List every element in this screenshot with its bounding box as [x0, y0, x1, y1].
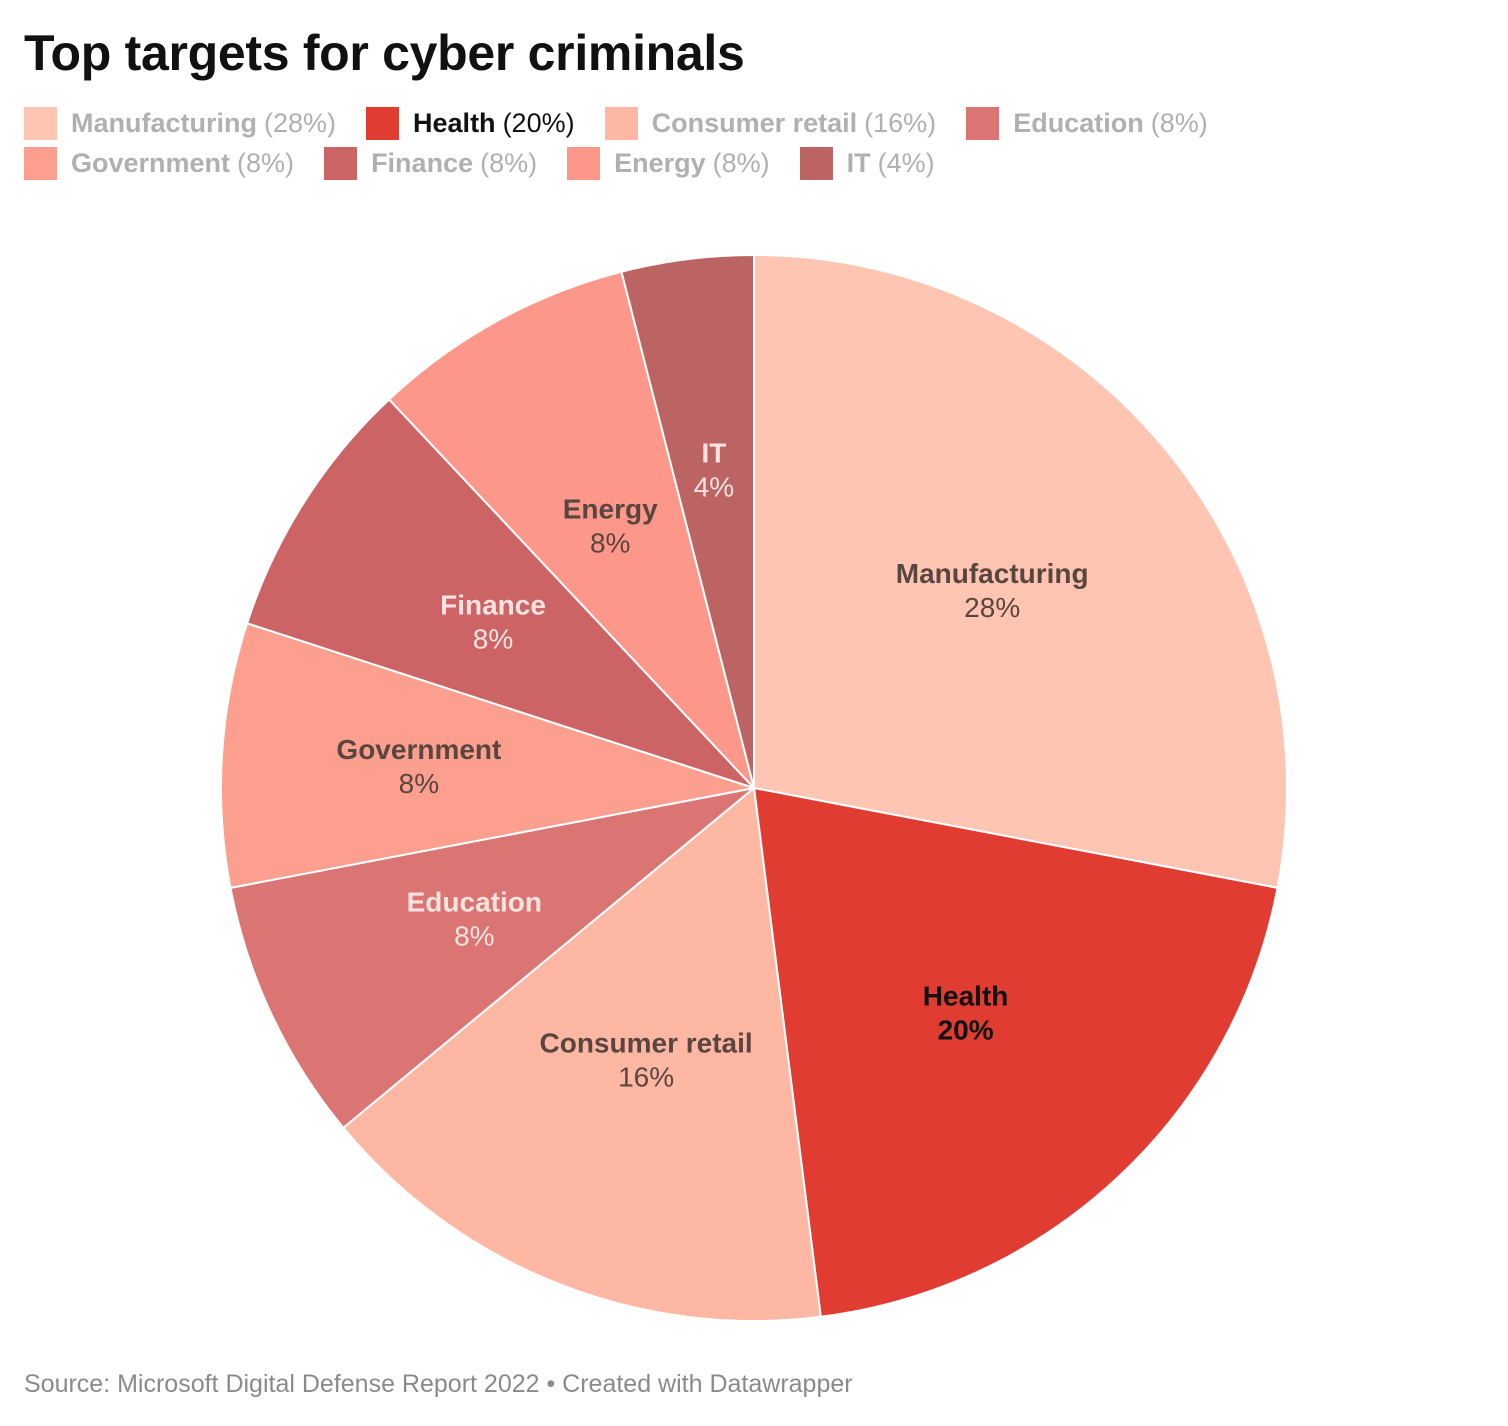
legend-label: Energy: [614, 147, 706, 178]
pie-slice-manufacturing[interactable]: [753, 253, 1288, 890]
legend-value: (8%): [712, 147, 770, 178]
legend-label: IT: [846, 147, 871, 178]
pie-slice-it[interactable]: [620, 253, 755, 789]
legend-value: (28%): [264, 107, 337, 138]
legend-swatch: [567, 146, 601, 180]
legend-label: Health: [413, 107, 496, 138]
slice-label-government: Government: [336, 734, 501, 765]
slice-value-government: 8%: [399, 768, 439, 799]
slice-label-consumer-retail: Consumer retail: [540, 1028, 753, 1059]
slice-label-finance: Finance: [440, 589, 546, 620]
pie-slice-government[interactable]: [220, 622, 755, 890]
legend-value: (16%): [864, 107, 937, 138]
slice-value-finance: 8%: [473, 623, 513, 654]
legend-swatch: [799, 146, 833, 180]
legend-swatch: [324, 146, 358, 180]
legend-swatch: [24, 106, 57, 140]
pie-slice-consumer-retail[interactable]: [341, 786, 822, 1322]
slice-value-manufacturing: 28%: [964, 592, 1020, 623]
slice-value-it: 4%: [694, 472, 734, 503]
pie-slice-education[interactable]: [229, 787, 755, 1130]
slice-value-consumer-retail: 16%: [618, 1062, 674, 1093]
legend-label: Education: [1013, 107, 1144, 138]
legend-value: (20%): [502, 107, 575, 138]
legend-label: Manufacturing: [71, 107, 257, 138]
legend-swatch: [966, 106, 1000, 140]
slice-value-education: 8%: [454, 921, 494, 952]
chart-title: Top targets for cyber criminals: [24, 25, 745, 81]
pie-slice-energy[interactable]: [387, 270, 755, 789]
slice-label-education: Education: [407, 887, 542, 918]
pie-slice-finance[interactable]: [245, 398, 755, 789]
legend-item-consumer-retail[interactable]: Consumer retail (16%): [604, 106, 937, 140]
source-note: Source: Microsoft Digital Defense Report…: [24, 1370, 853, 1398]
legend-value: (8%): [480, 147, 538, 178]
legend: Manufacturing (28%) Health (20%) Consume…: [24, 106, 1324, 180]
legend-label: Finance: [371, 147, 474, 178]
legend-swatch: [366, 106, 400, 140]
legend-swatch: [604, 106, 638, 140]
legend-label: Consumer retail: [651, 107, 858, 138]
slice-label-manufacturing: Manufacturing: [896, 558, 1089, 589]
legend-item-it[interactable]: IT (4%): [799, 146, 935, 180]
slice-label-health: Health: [923, 980, 1009, 1011]
legend-item-education[interactable]: Education (8%): [966, 106, 1208, 140]
legend-item-health[interactable]: Health (20%): [366, 106, 575, 140]
legend-item-finance[interactable]: Finance (8%): [324, 146, 537, 180]
legend-swatch: [24, 146, 57, 180]
legend-item-manufacturing[interactable]: Manufacturing (28%): [24, 106, 336, 140]
slice-label-energy: Energy: [563, 493, 658, 524]
pie-slice-health[interactable]: [752, 786, 1279, 1318]
legend-item-government[interactable]: Government (8%): [24, 146, 294, 180]
legend-value: (8%): [1150, 107, 1208, 138]
legend-value: (8%): [237, 147, 295, 178]
slice-value-health: 20%: [938, 1014, 994, 1045]
legend-value: (4%): [877, 147, 935, 178]
legend-item-energy[interactable]: Energy (8%): [567, 146, 770, 180]
slice-value-energy: 8%: [590, 527, 630, 558]
slice-label-it: IT: [701, 438, 726, 469]
legend-label: Government: [71, 147, 231, 178]
